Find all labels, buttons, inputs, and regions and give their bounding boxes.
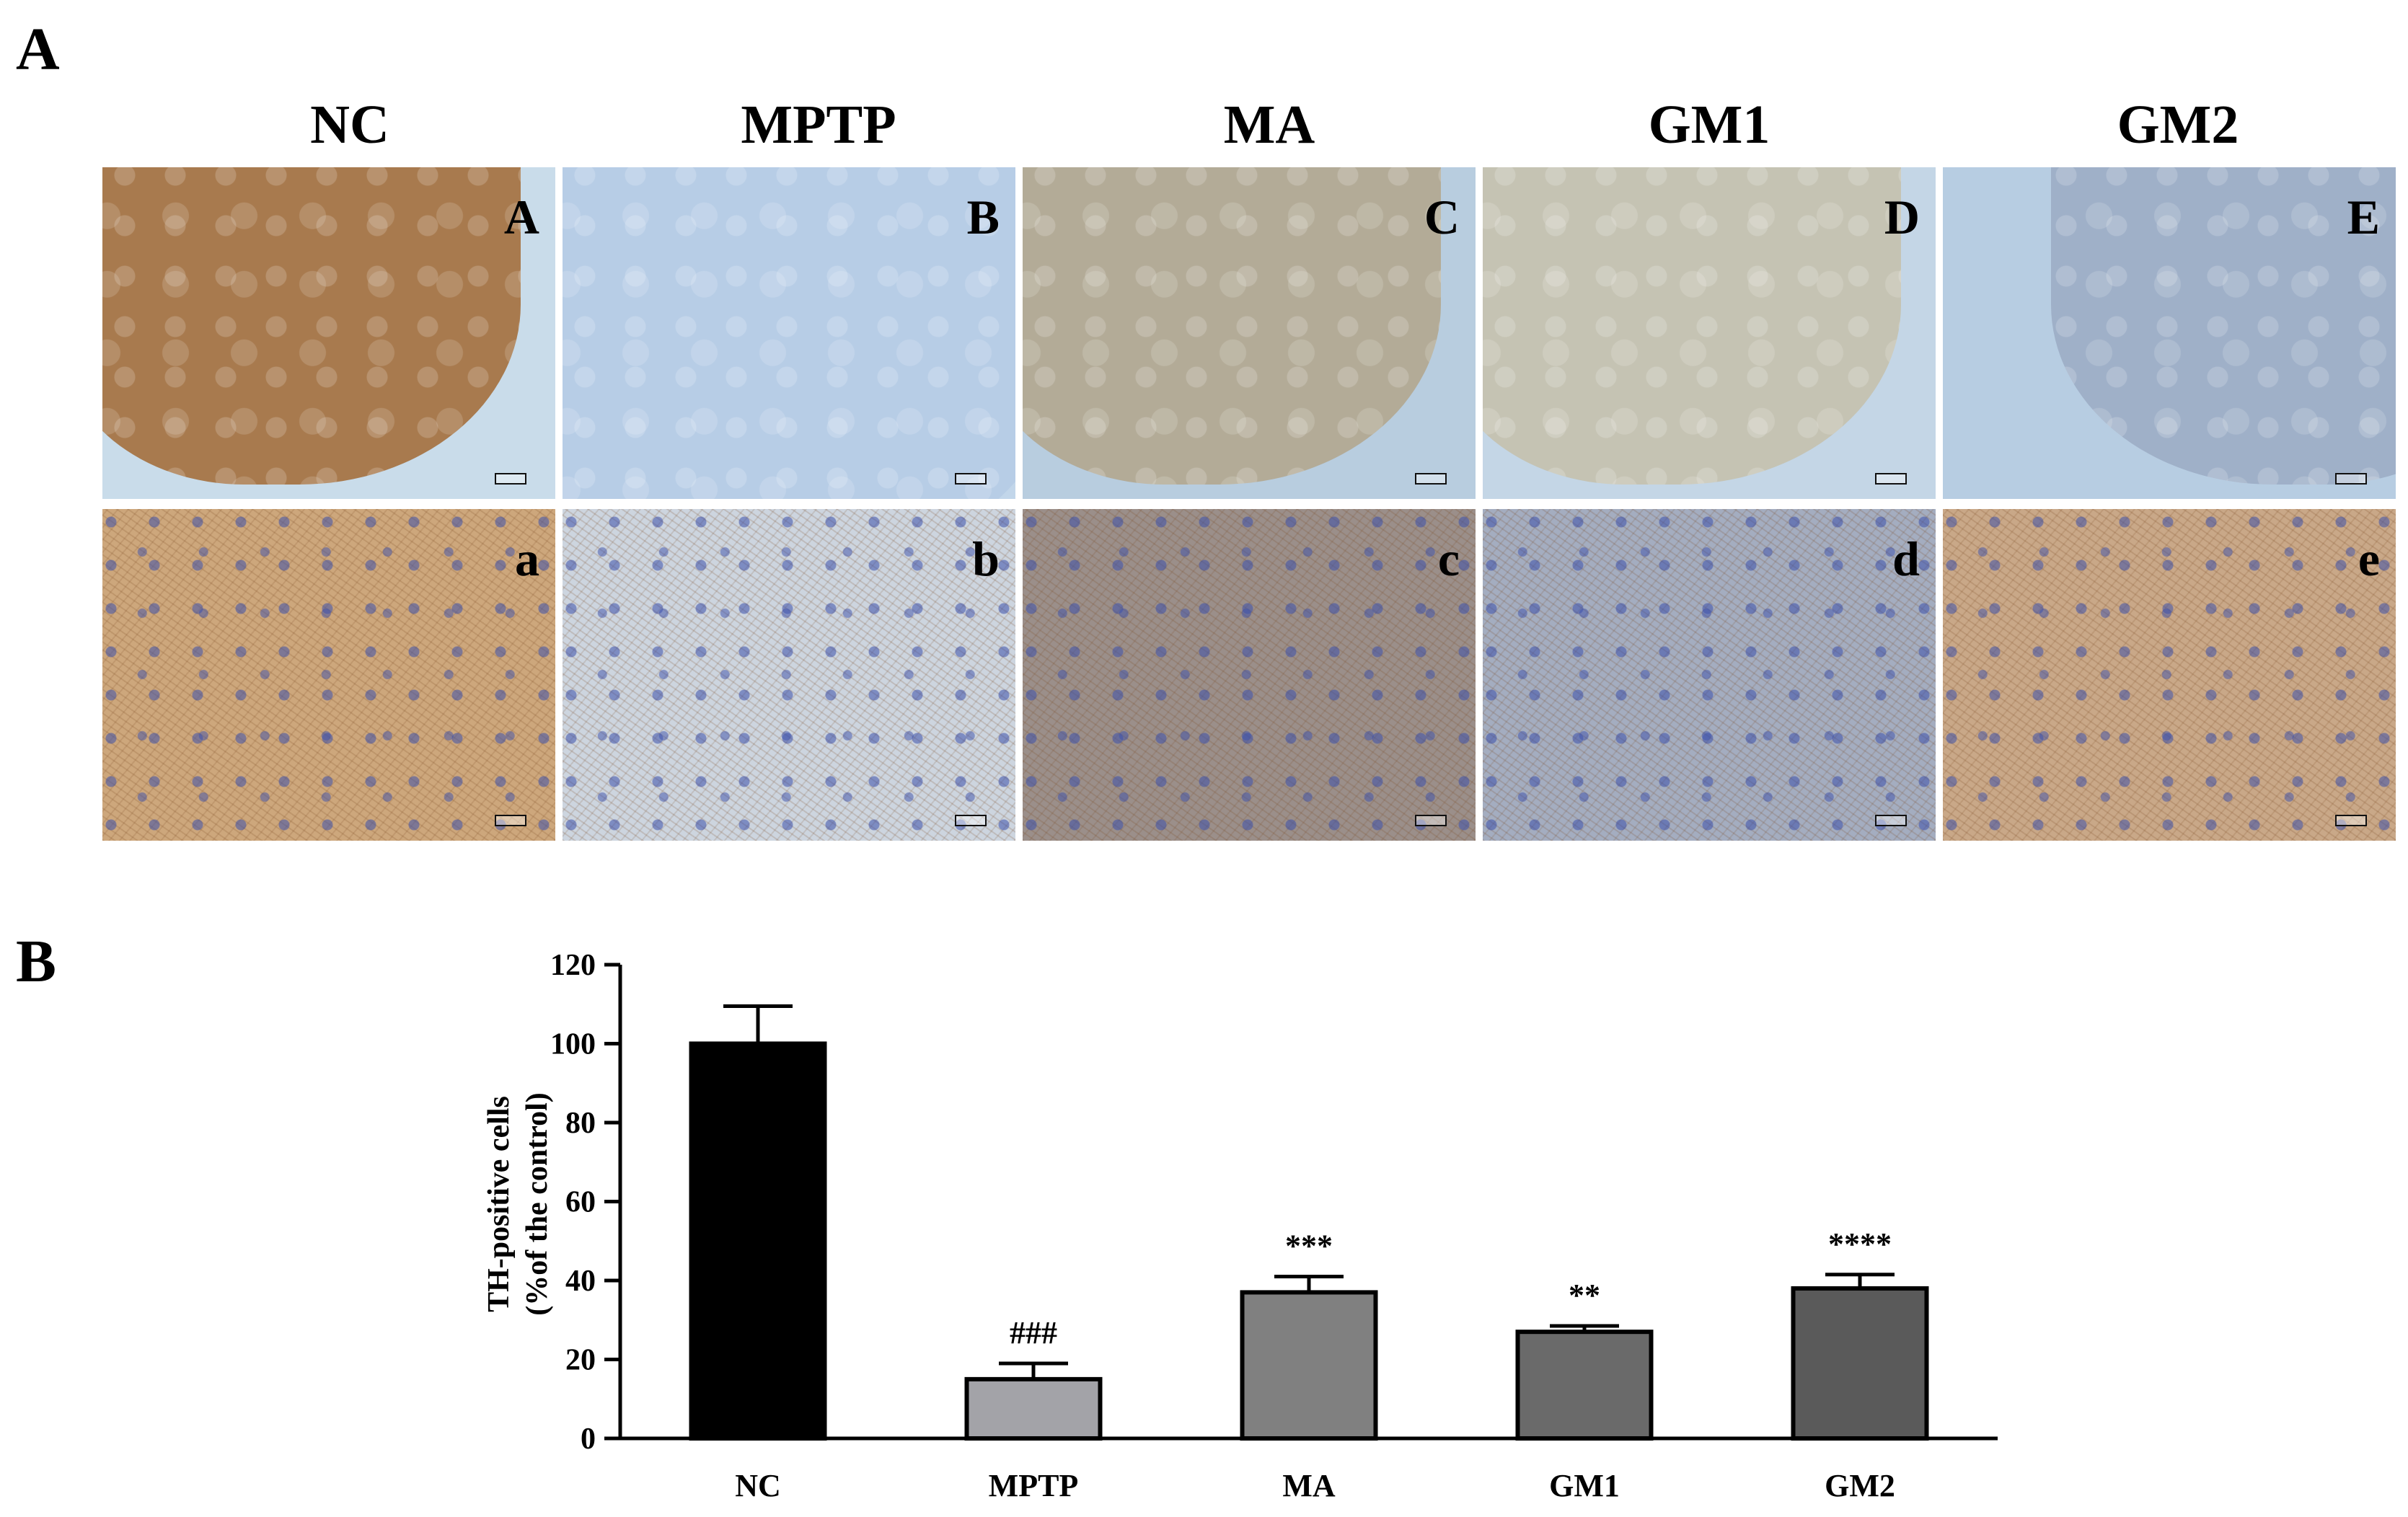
scale-bar	[1875, 473, 1907, 485]
bar-ma	[1240, 1290, 1378, 1441]
scale-bar	[495, 473, 526, 485]
micrograph-top-ma: C	[1023, 167, 1476, 499]
y-tick-label: 20	[565, 1344, 596, 1377]
bar-gm2	[1791, 1286, 1929, 1441]
micrograph-bottom-nc: a	[102, 509, 555, 841]
significance-annotation: **	[1569, 1278, 1600, 1313]
scale-bar	[495, 815, 526, 826]
bar-gm1	[1515, 1330, 1654, 1441]
micrograph-label: e	[2358, 531, 2380, 586]
micrograph-top-gm2: E	[1943, 167, 2396, 499]
x-tick-label: MA	[1282, 1468, 1336, 1503]
scale-bar	[1415, 473, 1447, 485]
micrograph-label: E	[2347, 190, 2380, 244]
x-tick-label: GM1	[1549, 1468, 1620, 1503]
panel-b-label: B	[16, 928, 57, 995]
column-title-gm2: GM2	[2117, 94, 2239, 155]
micrograph-top-mptp: B	[563, 167, 1015, 499]
y-axis-label-line2: (%of the control)	[521, 1092, 554, 1315]
scale-bar	[955, 815, 987, 826]
scale-bar	[1875, 815, 1907, 826]
tissue-region	[1483, 167, 1901, 485]
column-title-mptp: MPTP	[741, 94, 896, 155]
significance-annotation: ****	[1828, 1226, 1892, 1262]
scale-bar	[955, 473, 987, 485]
micrograph-label: A	[503, 190, 539, 244]
scale-bar	[2335, 473, 2367, 485]
micrograph-top-nc: A	[102, 167, 555, 499]
significance-annotation: ***	[1285, 1229, 1333, 1264]
micrograph-bottom-gm2: e	[1943, 509, 2396, 841]
bar-nc	[689, 1041, 827, 1441]
column-title-gm1: GM1	[1648, 94, 1770, 155]
tissue-region	[1023, 167, 1441, 485]
column-title-nc: NC	[310, 94, 389, 155]
micrograph-bottom-ma: c	[1023, 509, 1476, 841]
y-tick-label: 0	[581, 1423, 596, 1456]
x-tick-label: MPTP	[989, 1468, 1079, 1503]
micrograph-label: c	[1437, 531, 1460, 586]
micrograph-label: C	[1424, 190, 1460, 244]
x-tick-label: NC	[735, 1468, 781, 1503]
micrograph-label: b	[972, 531, 1000, 586]
significance-annotation: ###	[1010, 1315, 1057, 1350]
micrograph-bottom-mptp: b	[563, 509, 1015, 841]
y-tick-label: 80	[565, 1107, 596, 1140]
column-title-ma: MA	[1223, 94, 1315, 155]
y-axis-label: TH-positive cells	[482, 1096, 516, 1312]
y-tick-label: 40	[565, 1265, 596, 1298]
micrograph-label: d	[1892, 531, 1920, 586]
panel-a-label: A	[16, 16, 60, 83]
tissue-region	[102, 167, 521, 485]
x-tick-label: GM2	[1825, 1468, 1895, 1503]
scale-bar	[2335, 815, 2367, 826]
bar-mptp	[964, 1376, 1103, 1441]
scale-bar	[1415, 815, 1447, 826]
micrograph-label: B	[966, 190, 1000, 244]
y-tick-label: 60	[565, 1186, 596, 1219]
micrograph-label: D	[1884, 190, 1920, 244]
y-tick-label: 120	[550, 949, 596, 982]
micrograph-top-gm1: D	[1483, 167, 1936, 499]
tissue-region	[563, 167, 1015, 499]
micrograph-bottom-gm1: d	[1483, 509, 1936, 841]
y-tick-label: 100	[550, 1028, 596, 1061]
micrograph-label: a	[515, 531, 539, 586]
